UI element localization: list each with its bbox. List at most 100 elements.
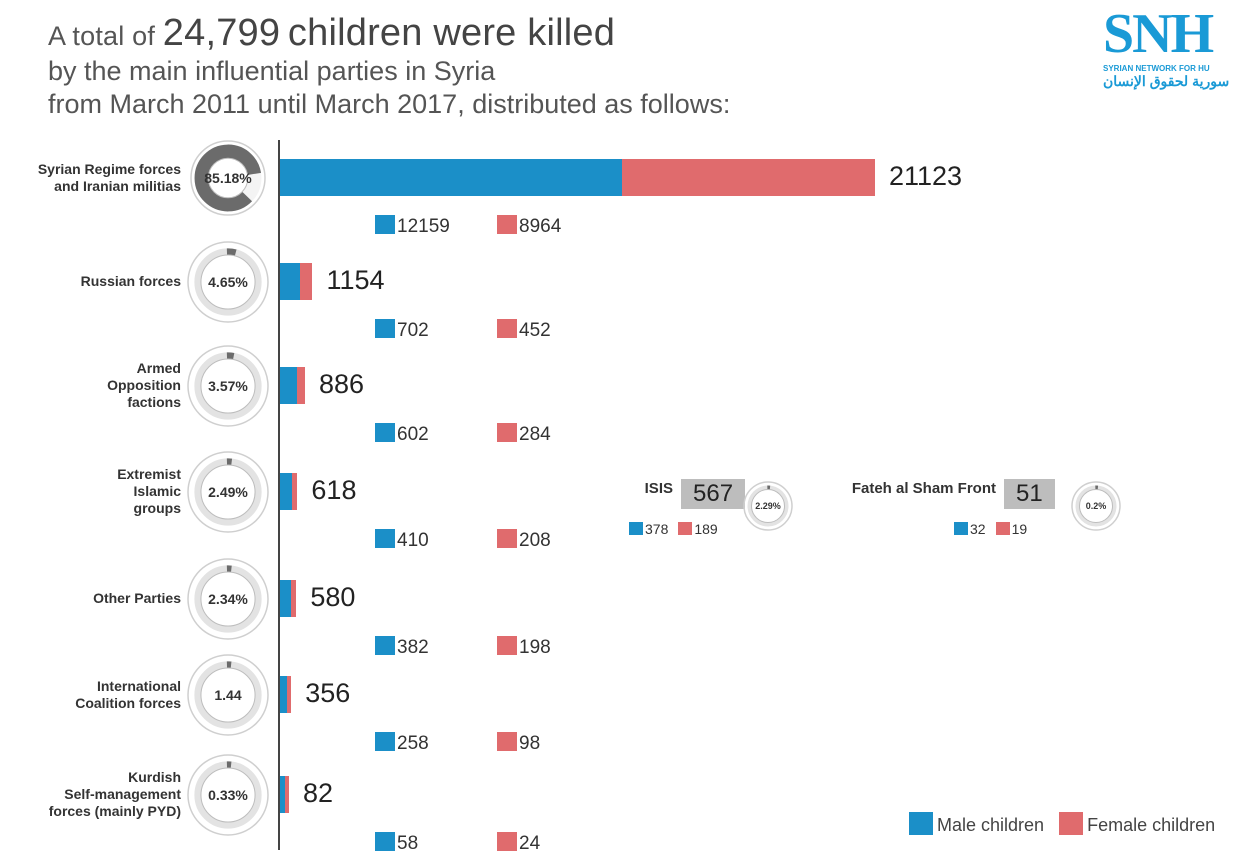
- breakdown-female-swatch: [995, 522, 1010, 535]
- share-ring-percent-label: 2.34%: [208, 591, 248, 607]
- breakdown-header: Fateh al Sham Front: [852, 480, 996, 497]
- share-ring-arc: [194, 564, 262, 633]
- share-ring: 85.18%: [190, 139, 266, 216]
- breakdown-ring-center: [1079, 489, 1113, 523]
- stacked-bar: [280, 580, 297, 617]
- bar-total-label: 580: [310, 581, 356, 612]
- stacked-bar: [280, 776, 289, 813]
- snhr-logo: SNH SYRIAN NETWORK FOR HU سورية لحقوق ال…: [1103, 6, 1237, 106]
- breakdown-male-swatch: [629, 522, 643, 535]
- female-count: 24: [497, 832, 540, 855]
- breakdown-name: Fateh al Sham Front: [851, 480, 996, 497]
- female-count: 198: [497, 636, 551, 659]
- male-count: 58: [375, 832, 418, 855]
- female-swatch: [497, 732, 517, 751]
- female-swatch: [497, 319, 517, 338]
- breakdown-name: ISIS: [644, 480, 673, 497]
- category-label-line: Russian forces: [80, 273, 181, 289]
- share-ring-percent-label: 2.49%: [208, 484, 248, 500]
- breakdown-female-value: 189: [694, 521, 718, 537]
- legend: Male children Female children: [909, 812, 1215, 836]
- share-ring-percent-label: 0.33%: [208, 787, 248, 803]
- female-count: 8964: [497, 215, 561, 238]
- category-label-line: Coalition forces: [75, 694, 181, 711]
- bar-segment-female: [287, 676, 292, 713]
- bar-segment-female: [290, 580, 297, 617]
- category-label-line: Extremist: [117, 466, 181, 482]
- breakdown-ring: 2.29%: [743, 481, 793, 531]
- breakdown-ring-graphic: 2.29%: [743, 481, 793, 531]
- male-swatch: [375, 529, 395, 548]
- male-count: 382: [375, 636, 429, 659]
- breakdown-ring-outline: [1071, 481, 1121, 531]
- category-label-line: Other Parties: [93, 590, 181, 606]
- share-ring-center: [200, 666, 256, 723]
- bar-segment-male: [280, 776, 285, 813]
- title-line-3: from March 2011 until March 2017, distri…: [48, 89, 731, 119]
- breakdown-ring-arc: [747, 485, 789, 527]
- breakdown-ring-center: [751, 489, 785, 523]
- share-ring-graphic: 2.34%: [187, 557, 269, 640]
- stacked-bar: [280, 367, 305, 404]
- category-label: Syrian Regime forces and Iranian militias: [1, 161, 181, 195]
- female-count-value: 24: [519, 833, 541, 854]
- female-count-value: 198: [519, 637, 551, 658]
- bar-segment-male: [280, 367, 297, 404]
- bar-segment-female: [299, 263, 313, 300]
- logo-arabic: سورية لحقوق الإنسان: [1103, 73, 1230, 89]
- bar-segment-male: [280, 580, 291, 617]
- category-label: Kurdish Self-management forces (mainly PYD…: [1, 769, 181, 820]
- female-count-value: 452: [519, 320, 551, 341]
- title-suffix: children were killed: [287, 12, 616, 54]
- share-ring-percent-label: 1.44: [214, 687, 241, 703]
- share-ring-arc: [194, 760, 262, 829]
- bar-total-label: 1154: [326, 264, 385, 295]
- breakdown-split: 378 189: [629, 521, 718, 537]
- category-label-line: Kurdish: [128, 769, 181, 785]
- male-count-value: 58: [397, 833, 419, 854]
- share-ring-arc: [194, 144, 262, 211]
- breakdown-male-swatch: [954, 522, 968, 535]
- male-count: 12159: [375, 215, 450, 238]
- legend-male-swatch: [909, 812, 933, 835]
- share-ring-center: [200, 570, 256, 627]
- share-ring: 3.57%: [187, 344, 269, 427]
- breakdown-total: 51: [1004, 479, 1055, 509]
- male-count-value: 382: [397, 637, 429, 658]
- title-prefix: A total of: [48, 21, 156, 51]
- category-label-line: Armed: [136, 360, 181, 376]
- bar-segment-male: [280, 676, 288, 713]
- stacked-bar: [280, 159, 875, 196]
- share-ring-outline: [187, 450, 269, 533]
- category-label-line: Opposition: [107, 377, 181, 393]
- share-ring-center: [207, 157, 249, 198]
- bar-total-label: 886: [318, 368, 365, 399]
- male-swatch: [375, 636, 395, 655]
- female-count-value: 8964: [519, 216, 562, 237]
- male-count: 258: [375, 732, 429, 755]
- female-swatch: [497, 832, 517, 851]
- female-count-value: 284: [519, 424, 551, 445]
- breakdown-ring-percent-label: 0.2%: [1086, 501, 1107, 511]
- share-ring-outline: [187, 653, 269, 736]
- bar-total-label: 618: [311, 474, 357, 505]
- bar-segment-male: [280, 473, 292, 510]
- bar-segment-female: [296, 367, 305, 404]
- category-label: Extremist Islamic groups: [1, 466, 181, 517]
- category-label-line: Self-management: [64, 786, 181, 802]
- category-label: International Coalition forces: [1, 678, 181, 712]
- logo-mark: SNH: [1103, 6, 1214, 65]
- breakdown-ring-graphic: 0.2%: [1071, 481, 1121, 531]
- share-ring-arc: [194, 660, 262, 729]
- share-ring-outline: [187, 557, 269, 640]
- breakdown-female-swatch: [678, 522, 693, 535]
- breakdown-ring-arc: [1075, 485, 1117, 527]
- breakdown-total-box: 567: [681, 479, 746, 509]
- bar-segment-male: [280, 159, 623, 196]
- female-swatch: [497, 529, 517, 548]
- breakdown-total-box: 51: [1004, 479, 1055, 509]
- male-count-value: 702: [397, 320, 429, 341]
- category-label-line: Syrian Regime forces: [37, 160, 181, 177]
- share-ring-graphic: 4.65%: [187, 240, 269, 323]
- share-ring-outline: [190, 139, 266, 216]
